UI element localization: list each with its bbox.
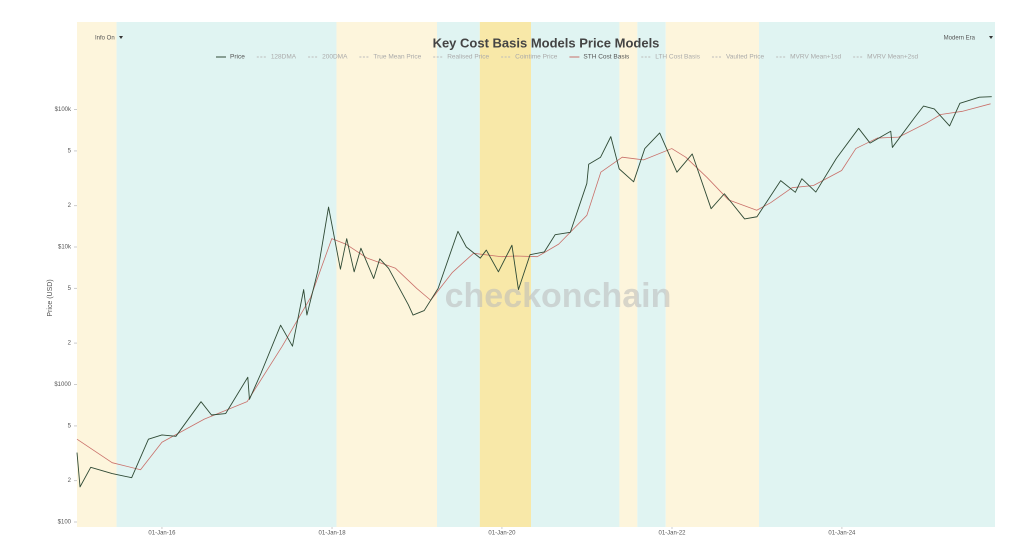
- y-tick-label: 2: [68, 478, 72, 484]
- x-tick-label: 01-Jan-24: [828, 531, 856, 537]
- chart-title: Key Cost Basis Models Price Models: [433, 35, 660, 50]
- regime-band: [479, 22, 531, 527]
- era-selector[interactable]: Modern Era: [944, 36, 976, 42]
- legend-item[interactable]: Cointime Price: [515, 54, 558, 61]
- regime-band: [336, 22, 437, 527]
- legend-item[interactable]: Price: [230, 54, 245, 61]
- price-line: [76, 103, 991, 471]
- dropdown-arrow[interactable]: [119, 36, 123, 39]
- legend-item[interactable]: True Mean Price: [373, 54, 421, 61]
- y-tick-label: $10k: [58, 245, 72, 251]
- legend-item[interactable]: MVRV Mean+2sd: [867, 54, 918, 61]
- regime-band: [637, 22, 666, 527]
- dropdown-arrow[interactable]: [989, 36, 993, 39]
- legend-item[interactable]: 128DMA: [271, 54, 297, 61]
- y-tick-label: 5: [68, 286, 72, 292]
- regime-band: [665, 22, 760, 527]
- regime-band: [116, 22, 337, 527]
- y-tick-label: $1000: [54, 382, 71, 388]
- y-tick-label: $100k: [55, 107, 72, 113]
- legend-item[interactable]: 200DMA: [322, 54, 348, 61]
- background-regions: [77, 22, 995, 527]
- y-tick-label: $100: [58, 520, 72, 526]
- regime-band: [436, 22, 480, 527]
- watermark: checkonchain: [445, 277, 672, 315]
- regime-band: [619, 22, 638, 527]
- y-axis-label: Price (USD): [47, 279, 54, 316]
- legend-item[interactable]: Realised Price: [447, 54, 489, 61]
- legend-item[interactable]: Vaulted Price: [726, 54, 765, 61]
- legend-item[interactable]: LTH Cost Basis: [655, 54, 700, 61]
- x-tick-label: 01-Jan-20: [488, 531, 516, 537]
- y-tick-label: 5: [68, 423, 72, 429]
- x-tick-label: 01-Jan-16: [148, 531, 176, 537]
- y-tick-label: 5: [68, 148, 72, 154]
- price-line: [76, 96, 992, 488]
- x-tick-label: 01-Jan-18: [319, 531, 347, 537]
- regime-band: [77, 22, 117, 527]
- regime-band: [530, 22, 620, 527]
- y-tick-label: 2: [68, 203, 72, 209]
- legend-item[interactable]: MVRV Mean+1sd: [790, 54, 841, 61]
- info-toggle[interactable]: Info On: [95, 36, 115, 42]
- y-tick-label: 2: [68, 341, 72, 347]
- legend-item[interactable]: STH Cost Basis: [583, 54, 630, 61]
- x-tick-label: 01-Jan-22: [658, 531, 686, 537]
- regime-band: [759, 22, 995, 527]
